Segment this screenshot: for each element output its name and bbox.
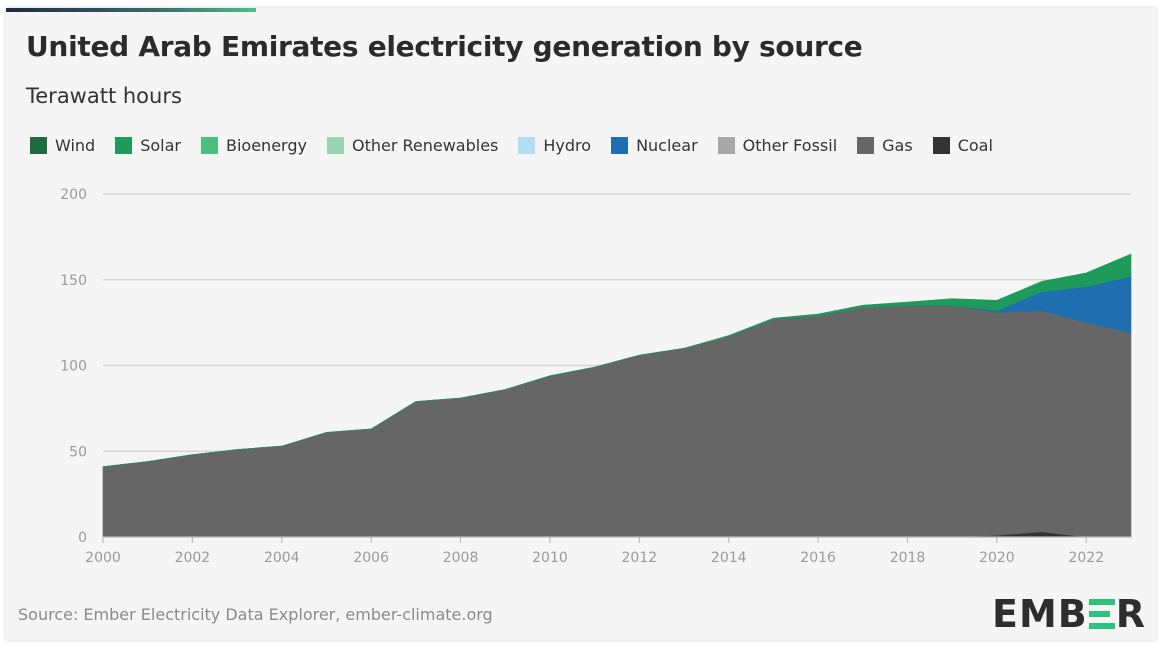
accent-bar (6, 8, 256, 12)
y-tick-label: 200 (60, 187, 87, 203)
y-tick-label: 50 (69, 444, 87, 460)
legend-swatch (326, 137, 344, 154)
legend-item-hydro[interactable]: Hydro (518, 136, 591, 155)
y-tick-label: 100 (60, 359, 87, 375)
legend-label: Gas (882, 136, 913, 155)
area-gas (102, 305, 1132, 538)
legend-label: Hydro (543, 136, 592, 155)
x-tick-label: 2010 (532, 550, 568, 566)
legend-item-solar[interactable]: Solar (115, 136, 181, 155)
legend-item-coal[interactable]: Coal (932, 136, 993, 155)
x-tick-label: 2014 (711, 550, 747, 566)
legend-item-bioenergy[interactable]: Bioenergy (201, 136, 307, 155)
x-tick-label: 2004 (264, 550, 300, 566)
legend-label: Other Renewables (351, 136, 499, 155)
chart-card: United Arab Emirates electricity generat… (6, 8, 1156, 640)
legend-item-nuclear[interactable]: Nuclear (611, 136, 698, 155)
legend-swatch (201, 137, 218, 154)
legend-item-wind[interactable]: Wind (30, 136, 95, 155)
logo-text-right: R (1115, 592, 1147, 636)
chart-subtitle: Terawatt hours (26, 84, 182, 108)
legend-swatch (518, 137, 536, 154)
x-tick-label: 2018 (890, 550, 926, 566)
legend-label: Solar (140, 136, 181, 155)
x-tick-label: 2012 (622, 550, 658, 566)
source-note: Source: Ember Electricity Data Explorer,… (18, 605, 493, 624)
legend-swatch (717, 137, 735, 154)
legend-swatch (857, 137, 875, 154)
area-solar (102, 253, 1132, 467)
legend-item-other-renewables[interactable]: Other Renewables (326, 136, 499, 155)
ember-e-icon (1088, 599, 1115, 629)
x-tick-label: 2000 (85, 550, 121, 566)
x-tick-label: 2016 (800, 550, 836, 566)
legend-swatch (30, 137, 47, 154)
legend-swatch (932, 137, 950, 154)
legend-label: Bioenergy (226, 136, 307, 155)
area-chart: 0 50 100 150 200 2000 2002 2004 2006 2008 2010 2012… (60, 187, 1132, 566)
legend-label: Coal (957, 136, 993, 155)
x-tick-label: 2006 (353, 550, 389, 566)
x-tick-label: 2020 (979, 550, 1015, 566)
chart-title: United Arab Emirates electricity generat… (26, 30, 863, 63)
y-tick-label: 150 (60, 273, 87, 289)
legend-item-gas[interactable]: Gas (857, 136, 913, 155)
legend-label: Other Fossil (742, 136, 838, 155)
legend: Wind Solar Bioenergy Other Renewables Hy… (30, 136, 1013, 155)
legend-swatch (115, 137, 133, 154)
legend-item-other-fossil[interactable]: Other Fossil (717, 136, 838, 155)
x-tick-label: 2022 (1068, 550, 1104, 566)
y-tick-label: 0 (78, 530, 87, 546)
x-tick-label: 2002 (175, 550, 211, 566)
legend-label: Nuclear (636, 136, 698, 155)
logo-text-left: EMB (992, 592, 1088, 636)
ember-logo: EMB R (992, 592, 1146, 636)
legend-label: Wind (55, 136, 96, 155)
legend-swatch (611, 137, 629, 154)
x-tick-label: 2008 (443, 550, 479, 566)
